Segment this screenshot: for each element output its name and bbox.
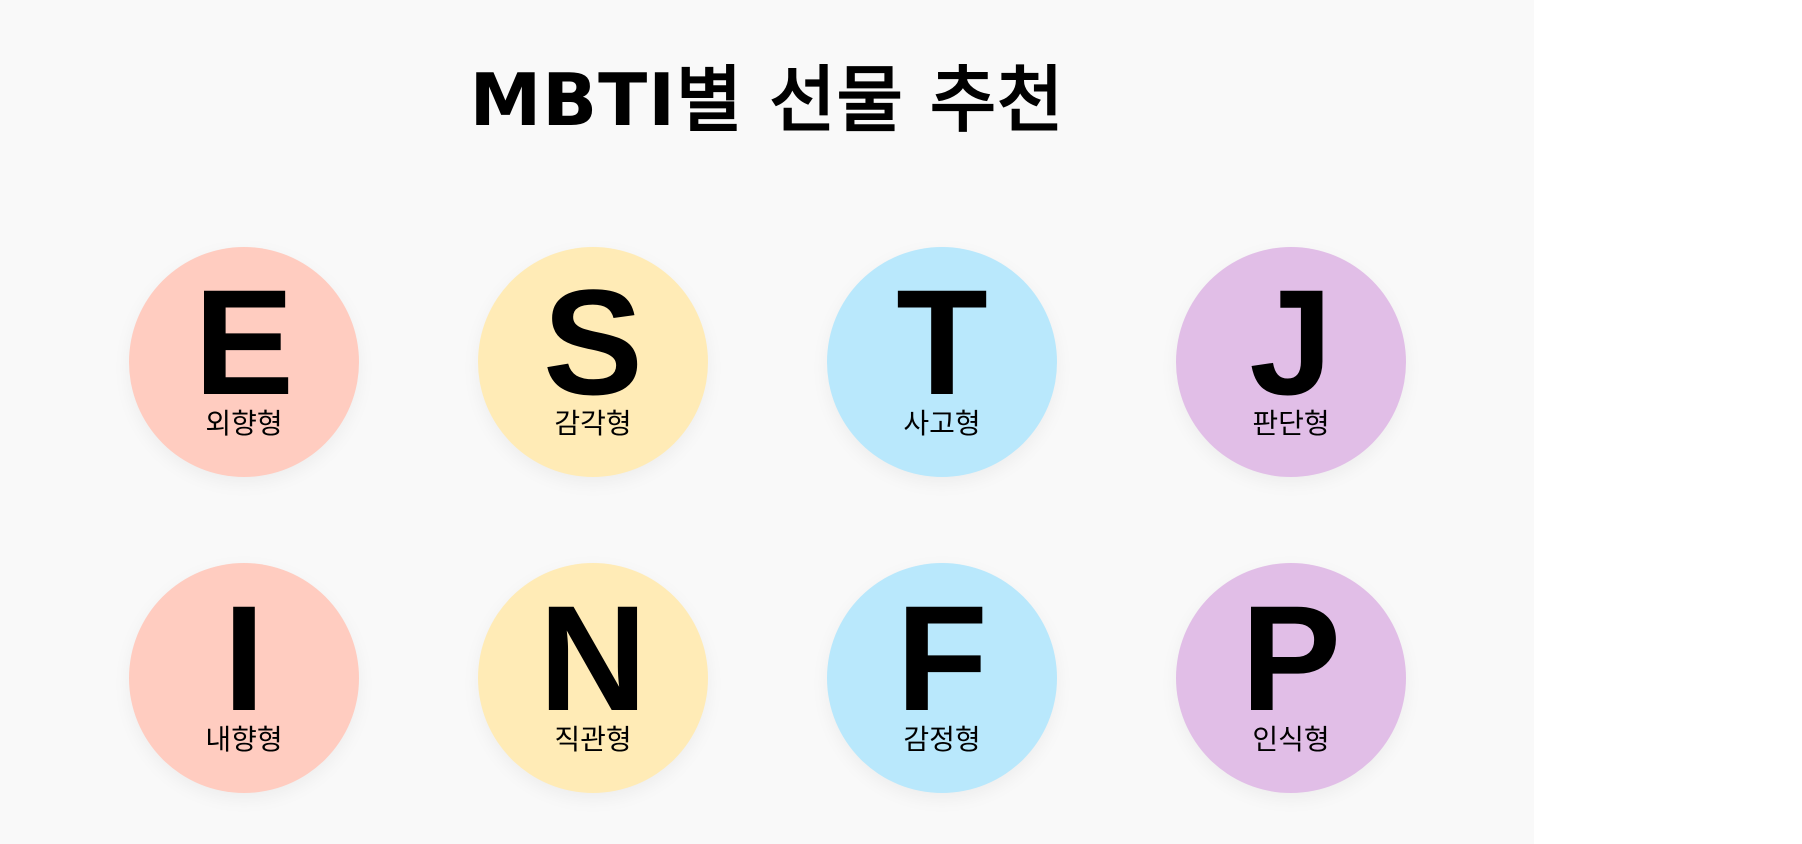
mbti-button-f[interactable]: F 감정형 (827, 563, 1057, 793)
mbti-button-e[interactable]: E 외향형 (129, 247, 359, 477)
mbti-letter: T (896, 258, 988, 426)
mbti-letter: S (542, 258, 644, 426)
page-title: MBTI별 선물 추천 (469, 58, 1065, 142)
mbti-letter: N (538, 574, 648, 742)
mbti-button-n[interactable]: N 직관형 (478, 563, 708, 793)
mbti-label: 내향형 (205, 723, 283, 756)
mbti-label: 판단형 (1252, 407, 1330, 440)
mbti-label: 감각형 (554, 407, 632, 440)
mbti-letter: P (1240, 574, 1342, 742)
page-background: MBTI별 선물 추천 E 외향형 S 감각형 T 사고형 J 판단형 I 내향… (129, 58, 1406, 795)
mbti-letter: E (193, 258, 295, 426)
mbti-grid: E 외향형 S 감각형 T 사고형 J 판단형 I 내향형 N 직관형 F 감정… (129, 247, 1406, 795)
mbti-letter: I (223, 574, 265, 742)
mbti-button-p[interactable]: P 인식형 (1176, 563, 1406, 793)
mbti-label: 외향형 (205, 407, 283, 440)
mbti-letter: J (1249, 258, 1333, 426)
mbti-button-i[interactable]: I 내향형 (129, 563, 359, 793)
mbti-letter: F (896, 574, 988, 742)
mbti-label: 사고형 (903, 407, 981, 440)
mbti-label: 직관형 (554, 723, 632, 756)
mbti-label: 감정형 (903, 723, 981, 756)
mbti-button-j[interactable]: J 판단형 (1176, 247, 1406, 477)
mbti-label: 인식형 (1252, 723, 1330, 756)
mbti-button-t[interactable]: T 사고형 (827, 247, 1057, 477)
mbti-button-s[interactable]: S 감각형 (478, 247, 708, 477)
